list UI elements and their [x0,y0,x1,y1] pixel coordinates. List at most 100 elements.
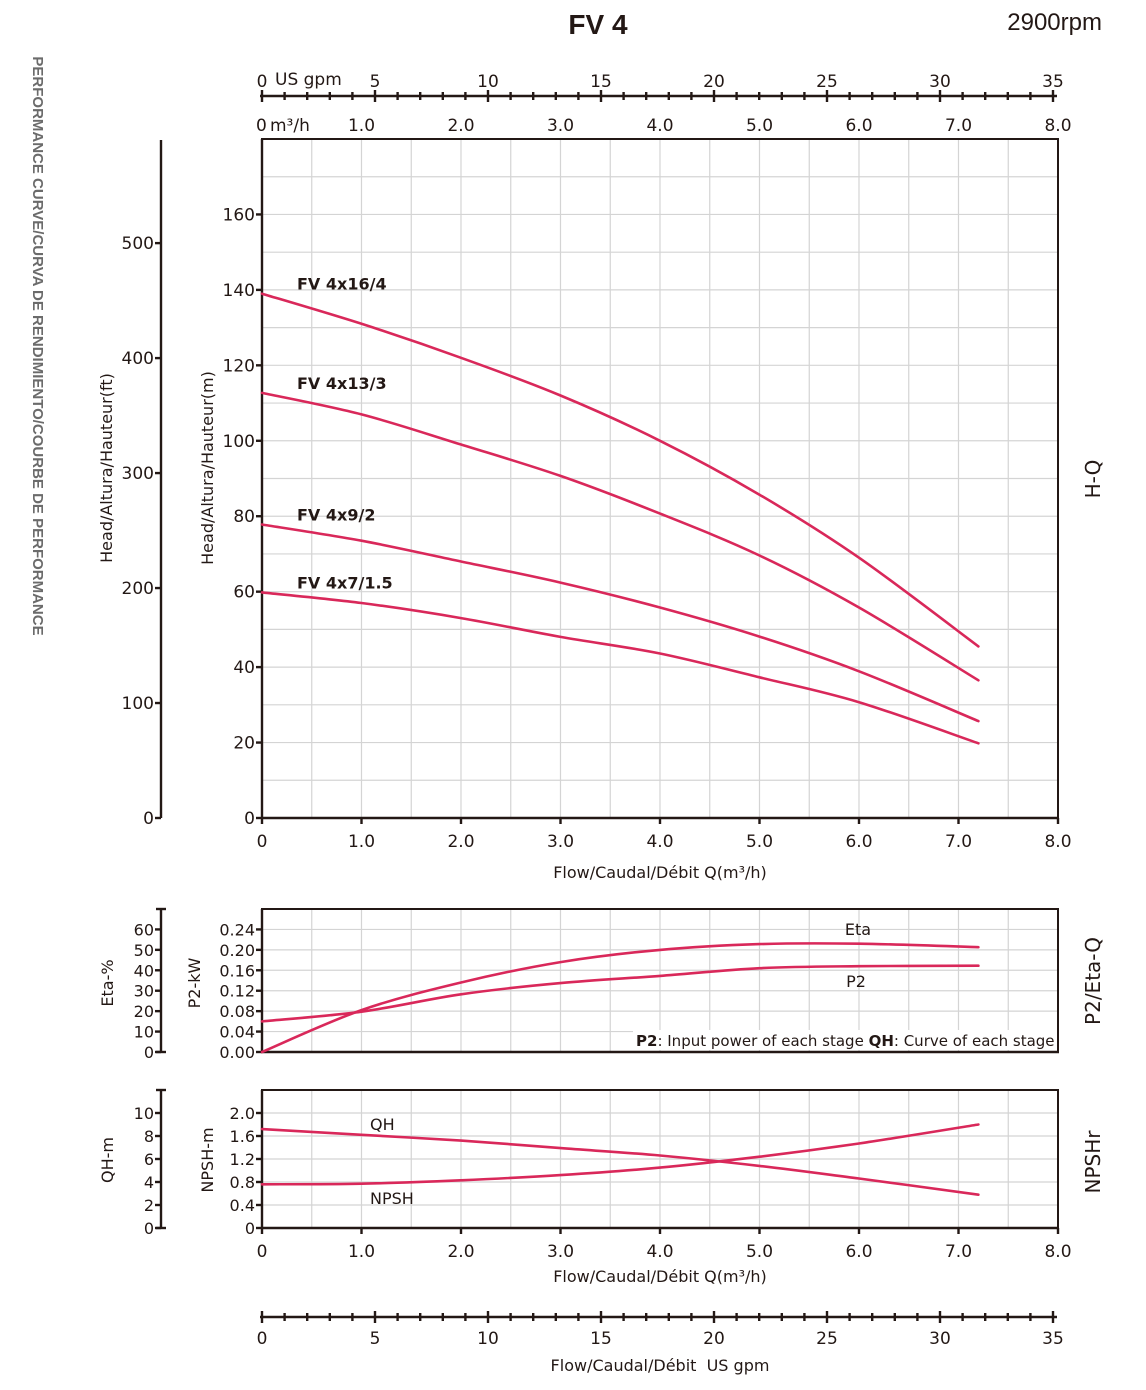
top-gpm-axis: 0 5 10 15 20 25 30 35 [257,72,1064,102]
x-tick-label: 3.0 [547,1242,574,1262]
secondary-y-tick-label: 2 [144,1196,154,1215]
x-tick-label: 4.0 [646,832,673,852]
curve-p2 [260,964,980,1023]
npsh-panel-label: NPSHr [1081,1130,1105,1194]
x-tick-label: 2.0 [447,832,474,852]
y-tick-label: 40 [233,658,255,678]
m3h-top-tick-label: 5.0 [746,116,773,136]
legend-note-p2-text: : Input power of each stage [657,1032,868,1050]
secondary-y-tick-label: 100 [122,694,154,714]
x-tick-label: 1.0 [348,1242,375,1262]
x-tick-label: 1.0 [348,832,375,852]
npsh-xlabel: Flow/Caudal/Débit Q(m³/h) [553,1267,767,1286]
y-tick-label: 0.08 [219,1002,255,1021]
hq-labels: 0 20 40 60 80 100 120 140 160 0 100 200 300 400 500 0 1.… [122,205,1072,852]
legend-note-qh-text: : Curve of each stage [894,1032,1055,1050]
p2eta-axes [155,907,1059,1054]
secondary-y-tick-label: 200 [122,579,154,599]
gpm-tick-label: 15 [590,72,612,92]
y-tick-label: 0.4 [230,1196,255,1215]
hq-xlabel: Flow/Caudal/Débit Q(m³/h) [553,863,767,882]
x-tick-label: 5.0 [746,832,773,852]
p2eta-ylabel-eta: Eta-% [98,959,117,1006]
gpm-tick-label: 35 [1042,1329,1064,1349]
curve-label-fv-4x16-4: FV 4x16/4 [297,275,387,294]
gpm-tick-label: 0 [257,72,268,92]
y-tick-label: 0.12 [219,982,255,1001]
p2eta-ylabel-kw: P2-kW [185,957,204,1008]
x-tick-label: 4.0 [646,1242,673,1262]
y-tick-label: 0 [244,809,255,829]
x-tick-label: 7.0 [945,1242,972,1262]
legend-note-p2-key: P2 [636,1032,657,1050]
secondary-y-tick-label: 6 [144,1150,154,1169]
secondary-y-tick-label: 30 [134,982,154,1001]
x-tick-label: 6.0 [845,832,872,852]
hq-ylabel-m: Head/Altura/Hauteur(m) [198,371,217,565]
gpm-tick-label: 35 [1042,72,1064,92]
secondary-y-tick-label: 10 [134,1023,154,1042]
y-tick-label: 0.24 [219,920,255,939]
gpm-tick-label: 25 [816,1329,838,1349]
x-tick-label: 8.0 [1044,832,1071,852]
gpm-tick-label: 5 [370,1329,381,1349]
npsh-labels: 0 0.4 0.8 1.2 1.6 2.0 0 2 4 6 8 10 0 1.0 2.0 3.0 4.0 5.0 6… [134,1104,1072,1262]
gpm-tick-label: 10 [477,1329,499,1349]
y-tick-label: 0.00 [219,1043,255,1062]
x-tick-label: 0 [257,1242,268,1262]
gpm-tick-label: 30 [929,72,951,92]
y-tick-label: 60 [233,583,255,603]
y-tick-label: 160 [223,205,255,225]
top-m3h-unit: m³/h [270,116,310,136]
gpm-tick-label: 30 [929,1329,951,1349]
speed-label: 2900rpm [1007,9,1102,36]
y-tick-label: 140 [223,281,255,301]
y-tick-label: 80 [233,507,255,527]
y-tick-label: 2.0 [230,1104,255,1123]
hq-ylabel-ft: Head/Altura/Hauteur(ft) [97,373,116,563]
npsh-axes [155,1088,1060,1234]
bottom-gpm-label: Flow/Caudal/Débit US gpm [551,1356,770,1375]
curve-npsh [260,1123,980,1186]
secondary-y-tick-label: 8 [144,1127,154,1146]
curve-fv-4x7-1-5 [260,591,980,745]
p2eta-panel-label: P2/Eta-Q [1081,937,1105,1025]
legend-note-bg [633,1030,1057,1050]
secondary-y-tick-label: 0 [144,1219,154,1238]
curve-label-npsh: NPSH [370,1189,414,1208]
m3h-top-tick-label: 4.0 [646,116,673,136]
bottom-gpm-axis: 0 5 10 15 20 25 30 35 [257,1311,1064,1349]
curve-eta [260,942,980,1054]
npsh-ylabel: NPSH-m [198,1127,217,1192]
secondary-y-tick-label: 0 [143,809,154,829]
y-tick-label: 0.16 [219,961,255,980]
npsh-curves [260,1123,980,1196]
y-tick-label: 1.6 [230,1127,255,1146]
hq-grid [262,139,1058,818]
y-tick-label: 0.04 [219,1023,255,1042]
hq-panel-label: H-Q [1081,460,1105,499]
curve-label-eta: Eta [845,920,871,939]
x-tick-label: 6.0 [845,1242,872,1262]
m3h-top-tick-label: 8.0 [1044,116,1071,136]
curve-fv-4x9-2 [260,523,980,723]
curve-label-fv-4x9-2: FV 4x9/2 [297,506,375,525]
x-tick-label: 3.0 [547,832,574,852]
top-m3h-zero: 0 [256,116,267,136]
secondary-y-tick-label: 4 [144,1173,154,1192]
hq-curves [260,292,980,745]
secondary-y-tick-label: 40 [134,961,154,980]
y-tick-label: 20 [233,734,255,754]
curve-qh [260,1127,980,1196]
x-tick-label: 0 [257,832,268,852]
gpm-tick-label: 25 [816,72,838,92]
gpm-tick-label: 20 [703,1329,725,1349]
m3h-top-tick-label: 1.0 [348,116,375,136]
secondary-y-tick-label: 60 [134,920,154,939]
x-tick-label: 2.0 [447,1242,474,1262]
secondary-y-tick-label: 400 [122,349,154,369]
top-m3h-axis: 1.0 2.0 3.0 4.0 5.0 6.0 7.0 8.0 [348,116,1072,136]
y-tick-label: 120 [223,356,255,376]
